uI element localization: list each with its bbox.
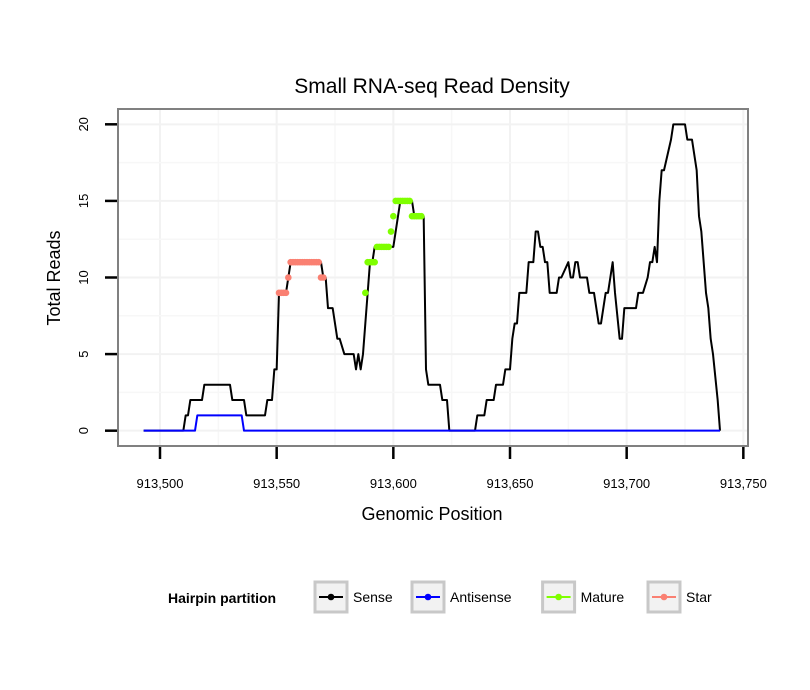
series-point-star — [320, 274, 327, 281]
x-tick-label: 913,550 — [253, 476, 300, 491]
series-point-mature — [371, 258, 378, 266]
legend-label: Sense — [353, 589, 393, 605]
legend-item-star: Star — [646, 580, 712, 614]
series-point-mature — [387, 228, 395, 235]
x-axis-title: Genomic Position — [361, 504, 502, 524]
x-tick-label: 913,700 — [603, 476, 650, 491]
series-point-star — [285, 274, 292, 281]
y-tick-label: 10 — [76, 270, 91, 284]
series-point-mature — [390, 212, 397, 220]
legend-key-point — [327, 593, 335, 601]
series-layer — [143, 123, 721, 432]
series-point-star — [282, 289, 290, 297]
grid — [119, 110, 747, 445]
legend-title: Hairpin partition — [168, 590, 276, 606]
chart-title: Small RNA-seq Read Density — [294, 75, 570, 98]
legend-item-antisense: Antisense — [410, 580, 512, 614]
series-point-mature — [418, 212, 425, 220]
x-tick-label: 913,500 — [137, 476, 184, 491]
legend-key-point — [660, 593, 668, 601]
x-tick-label: 913,650 — [487, 476, 534, 491]
series-point-star — [315, 258, 322, 266]
series-line-antisense — [143, 414, 720, 432]
legend-label: Star — [686, 589, 712, 605]
legend-label: Mature — [581, 589, 625, 605]
legend-key-point — [555, 593, 562, 601]
series-point-mature — [385, 243, 392, 251]
series-point-mature — [406, 197, 413, 205]
legend-label: Antisense — [450, 589, 512, 605]
y-tick-label: 15 — [76, 194, 91, 208]
y-axis-title: Total Reads — [44, 230, 64, 325]
y-tick-label: 5 — [76, 350, 91, 357]
legend-item-mature: Mature — [541, 580, 625, 614]
x-tick-label: 913,600 — [370, 476, 417, 491]
legend-item-sense: Sense — [313, 580, 393, 614]
legend: Hairpin partition Sense Antisense Mature St… — [168, 580, 712, 614]
x-tick-label: 913,750 — [720, 476, 767, 491]
y-tick-label: 20 — [76, 117, 91, 131]
y-tick-label: 0 — [76, 427, 91, 434]
y-axis: 0 5 10 15 20 — [76, 117, 117, 434]
legend-key-point — [424, 593, 432, 601]
series-point-mature — [362, 289, 369, 297]
x-axis: 913,500 913,550 913,600 913,650 913,700 913,7… — [137, 447, 767, 491]
